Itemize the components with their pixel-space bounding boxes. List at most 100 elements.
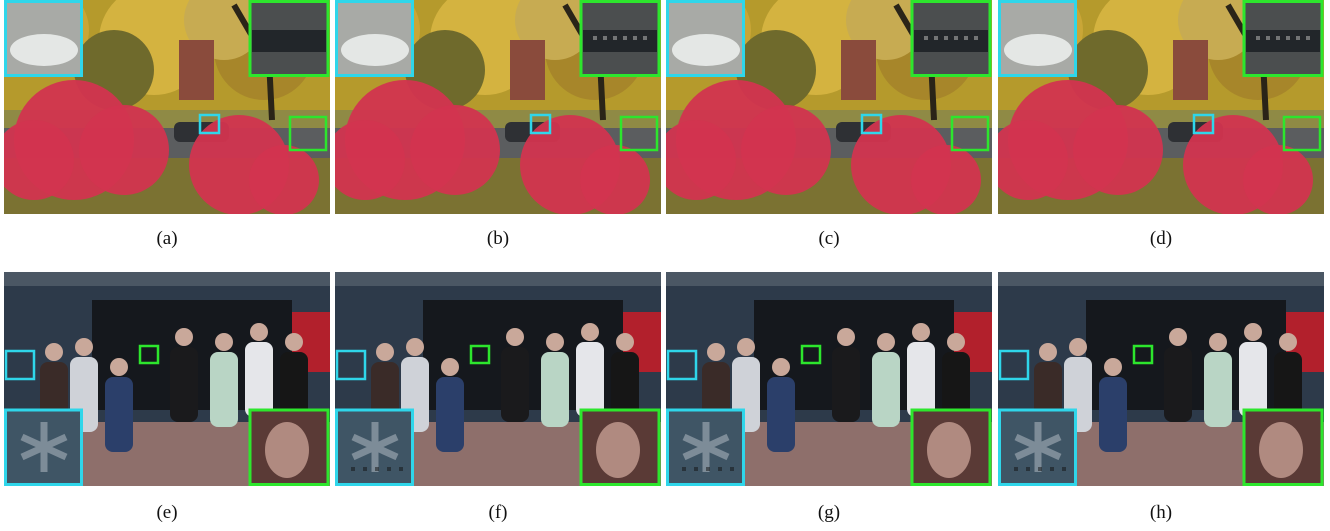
body: [1204, 352, 1232, 427]
artifact: [643, 36, 647, 40]
panel-image: [666, 272, 992, 486]
body: [210, 352, 238, 427]
body: [170, 347, 198, 422]
head: [616, 333, 634, 351]
panel-image: [998, 272, 1324, 486]
head: [45, 343, 63, 361]
inset-detail: [583, 30, 657, 52]
artifact: [1256, 36, 1260, 40]
panel-caption: (d): [1149, 228, 1173, 249]
red-bush: [335, 120, 405, 200]
head: [506, 328, 524, 346]
panel-caption: (a): [156, 228, 178, 249]
house: [841, 40, 876, 100]
artifact: [1286, 36, 1290, 40]
inset-detail: [914, 30, 988, 52]
artifact: [944, 36, 948, 40]
artifact: [399, 467, 403, 471]
zoom-box: [288, 115, 328, 152]
body: [541, 352, 569, 427]
head: [1244, 323, 1262, 341]
head: [546, 333, 564, 351]
panel-caption: (b): [486, 228, 510, 249]
red-bush: [410, 105, 500, 195]
head: [737, 338, 755, 356]
artifact: [954, 36, 958, 40]
zoom-box: [860, 113, 883, 135]
body: [611, 352, 639, 427]
zoom-box: [1192, 113, 1215, 135]
head: [1039, 343, 1057, 361]
panel-caption: (e): [156, 502, 178, 523]
zoom-box: [198, 113, 221, 135]
artifact: [351, 467, 355, 471]
panel-image: [666, 0, 992, 214]
inset-detail: [10, 34, 78, 66]
zoom-box: [1132, 344, 1154, 365]
zoom-box: [998, 349, 1030, 381]
house: [1173, 40, 1208, 100]
body: [1164, 347, 1192, 422]
head: [707, 343, 725, 361]
body: [501, 347, 529, 422]
inset-detail: [1004, 34, 1072, 66]
panel-caption: (g): [817, 502, 841, 523]
head: [441, 358, 459, 376]
awning: [666, 272, 992, 286]
head: [215, 333, 233, 351]
house: [510, 40, 545, 100]
red-bush: [666, 120, 736, 200]
panel-image: [998, 0, 1324, 214]
artifact: [593, 36, 597, 40]
artifact: [1026, 467, 1030, 471]
head: [837, 328, 855, 346]
awning: [335, 272, 661, 286]
red-bush: [1073, 105, 1163, 195]
body: [907, 342, 935, 417]
inset-detail: [596, 422, 640, 478]
red-bush: [79, 105, 169, 195]
head: [581, 323, 599, 341]
red-bush: [249, 145, 319, 214]
artifact: [1014, 467, 1018, 471]
red-bush: [911, 145, 981, 214]
artifact: [706, 467, 710, 471]
artifact: [363, 467, 367, 471]
artifact: [718, 467, 722, 471]
head: [285, 333, 303, 351]
panel-caption: (h): [1149, 502, 1173, 523]
head: [376, 343, 394, 361]
inset-detail: [252, 30, 326, 52]
red-bush: [580, 145, 650, 214]
head: [75, 338, 93, 356]
body: [576, 342, 604, 417]
panel-caption: (f): [488, 502, 508, 523]
artifact: [924, 36, 928, 40]
body: [872, 352, 900, 427]
body: [942, 352, 970, 427]
head: [250, 323, 268, 341]
artifact: [1062, 467, 1066, 471]
inset-detail: [20, 422, 68, 472]
artifact: [1050, 467, 1054, 471]
zoom-box: [529, 113, 552, 135]
inset-detail: [1259, 422, 1303, 478]
panel-image: [335, 272, 661, 486]
head: [912, 323, 930, 341]
panel-image: [4, 272, 330, 486]
artifact: [694, 467, 698, 471]
head: [1104, 358, 1122, 376]
zoom-box: [950, 115, 990, 152]
inset-detail: [265, 422, 309, 478]
zoom-box: [1282, 115, 1322, 152]
artifact: [603, 36, 607, 40]
zoom-box: [800, 344, 822, 365]
awning: [998, 272, 1324, 286]
body: [105, 377, 133, 452]
head: [1279, 333, 1297, 351]
panel-image: [4, 0, 330, 214]
red-bush: [741, 105, 831, 195]
artifact: [730, 467, 734, 471]
panel-image: [335, 0, 661, 214]
